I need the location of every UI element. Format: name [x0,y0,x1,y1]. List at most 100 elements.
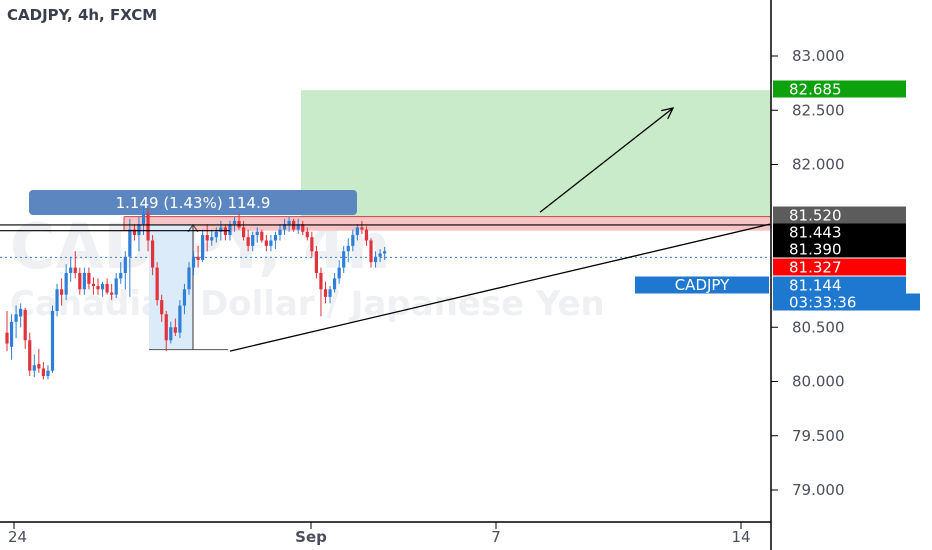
candle-body [201,235,205,260]
candle [155,262,159,306]
candle [169,321,173,344]
candle [14,305,18,339]
candle-body [337,267,341,279]
symbol-tag: CADJPY [635,276,769,294]
candle [78,267,82,295]
candle [87,267,91,290]
candle-body [19,308,23,317]
candle [342,245,346,273]
candle [50,305,55,373]
candle [319,267,323,317]
target-zone [301,90,771,217]
candle [278,224,282,241]
candle-body [69,267,73,273]
chart-ticker-title: CADJPY, 4h, FXCM [7,6,157,24]
candle-body [9,321,14,347]
measure-label: 1.149 (1.43%) 114.9 [116,194,271,212]
candle [346,238,350,263]
candle [255,227,259,243]
price-axis[interactable]: 83.000 82.500 82.000 80.500 80.000 79.500 79.0… [771,47,845,499]
candle-body [323,289,328,297]
candle [355,224,359,241]
candle [237,213,241,230]
candle [196,245,200,268]
candle-body [5,332,9,344]
candle [82,267,86,295]
candle [264,235,268,252]
candle-body [369,240,373,263]
x-tick-label: Sep [295,528,327,546]
candle-body [141,213,146,225]
candle-body [182,289,187,306]
candle-body [82,273,86,290]
candle-body [28,340,32,371]
candle [251,231,255,252]
price-tag-label: 82.685 [789,81,842,99]
candle-body [228,224,232,236]
candle-body [310,237,314,252]
candle-body [160,300,164,315]
candle-body [191,256,196,268]
candle-body [269,240,273,246]
candle-body [132,229,136,236]
candle-body [32,365,36,371]
candle [383,246,387,260]
price-tag: 81.520 [773,206,906,225]
price-tag-label: 03:33:36 [789,294,856,312]
candle [214,227,218,243]
candle-body [373,256,378,263]
candle-body [87,273,91,284]
price-tag-label: 81.327 [789,259,842,277]
candle-body [100,283,105,290]
candle [191,251,196,276]
x-tick-label: 14 [731,528,750,546]
price-tag-bg [773,80,906,98]
candle [114,273,118,298]
candle [333,273,337,293]
candle [205,224,209,252]
candle-body [91,283,96,287]
y-tick-label: 79.000 [792,481,845,499]
time-axis[interactable]: 24 Sep 7 14 [8,522,751,546]
candle-body [110,292,114,295]
candle-body [55,289,59,311]
candle-body [305,231,309,238]
candle-body [214,231,218,238]
price-tag-bg [773,240,906,258]
candle [201,229,205,263]
y-tick-label: 82.500 [792,101,845,119]
price-tag: 03:33:36 [773,293,920,312]
x-tick-label: 7 [491,528,501,546]
candle-body [273,235,278,241]
candle [337,259,341,284]
candle-body [96,286,100,290]
symbol-tag-bg [635,276,769,294]
candle [32,354,36,378]
candle-body [64,273,68,295]
candle [9,314,14,360]
price-tag: 82.685 [773,80,906,99]
candle-body [137,224,141,236]
candle [210,229,214,246]
price-tag: 81.443 [773,223,906,242]
candle-body [378,253,382,257]
candle-body [242,227,246,238]
candle-body [383,251,387,254]
candle-body [237,220,241,228]
candle [132,224,136,241]
candle [173,318,177,336]
candle-body [50,310,55,371]
drawing-lines [0,107,771,352]
candle-body [146,213,150,241]
candle-body [328,289,332,297]
price-tag-label: 81.390 [789,241,842,259]
projection-arrow-line [539,107,674,213]
candle [182,283,187,315]
price-tag-label: 81.520 [789,207,842,225]
candle-body [60,289,64,295]
price-tag-bg [773,276,906,294]
candle-body [255,231,259,236]
x-tick-label: 24 [8,528,27,546]
candle [110,283,114,301]
